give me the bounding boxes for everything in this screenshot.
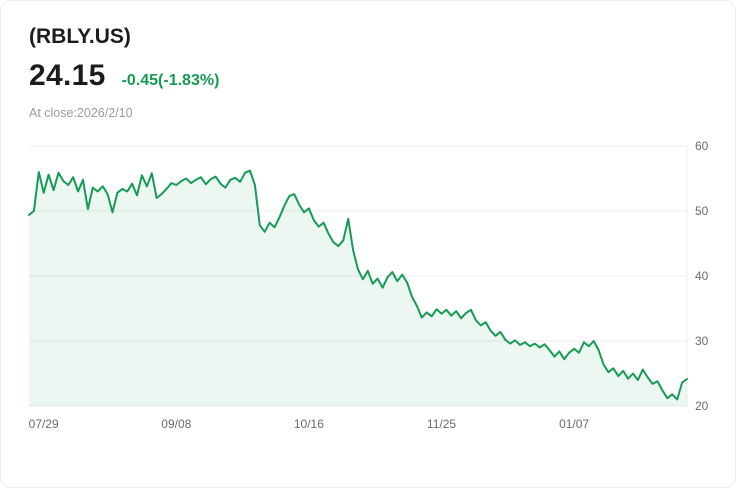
- price-change: -0.45(-1.83%): [121, 72, 220, 89]
- x-axis-labels: 07/29 09/08 10/16 11/25 01/07: [1, 412, 735, 436]
- price-row: 24.15 -0.45(-1.83%): [29, 59, 735, 93]
- x-axis-label: 10/16: [293, 417, 324, 431]
- price-chart-plot[interactable]: [1, 140, 736, 412]
- x-axis-label: 07/29: [28, 417, 59, 431]
- x-axis-label: 01/07: [559, 417, 590, 431]
- y-axis-label: 20: [695, 399, 709, 413]
- y-axis-label: 60: [695, 139, 709, 153]
- last-price: 24.15: [29, 59, 106, 92]
- x-axis-label: 09/08: [161, 417, 192, 431]
- y-axis-label: 40: [695, 269, 709, 283]
- ticker-symbol: (RBLY.US): [29, 25, 131, 48]
- y-axis-label: 50: [695, 204, 709, 218]
- price-chart[interactable]: 60 50 40 30 20: [1, 139, 736, 413]
- y-axis-label: 30: [695, 334, 709, 348]
- close-timestamp: At close:2026/2/10: [29, 106, 133, 120]
- x-axis-label: 11/25: [426, 417, 457, 431]
